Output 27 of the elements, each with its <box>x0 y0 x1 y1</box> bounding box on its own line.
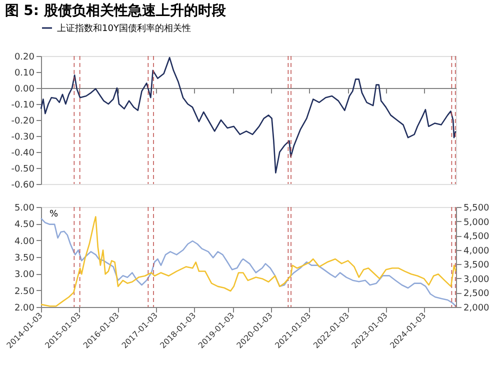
y-tick-label: -0.60 <box>11 180 35 190</box>
y2-tick-label: 3,000 <box>464 274 490 285</box>
y-tick-label: 0.10 <box>14 68 35 78</box>
y-tick-label: -0.10 <box>11 100 35 110</box>
y-tick-label: 4.50 <box>14 220 35 230</box>
y2-tick-label: 4,500 <box>464 232 490 242</box>
legend-label: 上证指数和10Y国债利率的相关性 <box>57 23 191 34</box>
y-tick-label: 0.00 <box>14 84 35 94</box>
y2-tick-label: 2,000 <box>464 304 490 314</box>
y-tick-label: 0.20 <box>14 52 35 62</box>
y-tick-label: 5.00 <box>14 204 35 214</box>
y2-tick-label: 4,000 <box>464 246 490 256</box>
y-tick-label: 4.00 <box>14 236 35 247</box>
y2-tick-label: 5,000 <box>464 218 490 228</box>
y-tick-label: -0.40 <box>11 148 35 158</box>
y-tick-label: 2.50 <box>14 286 35 297</box>
y-tick-label: 2.00 <box>14 304 35 314</box>
y-tick-label: -0.50 <box>11 164 35 174</box>
y2-tick-label: 5,500 <box>464 204 490 214</box>
y-tick-label: -0.20 <box>11 116 35 126</box>
y2-tick-label: 3,500 <box>464 260 490 271</box>
y-axis-title: % <box>50 210 58 220</box>
y-tick-label: 3.50 <box>14 254 35 264</box>
y-tick-label: 3.00 <box>14 270 35 280</box>
chart-title: 图 5: 股债负相关性急速上升的时段 <box>4 2 227 19</box>
y-tick-label: -0.30 <box>11 132 35 142</box>
y2-tick-label: 2,500 <box>464 289 490 300</box>
